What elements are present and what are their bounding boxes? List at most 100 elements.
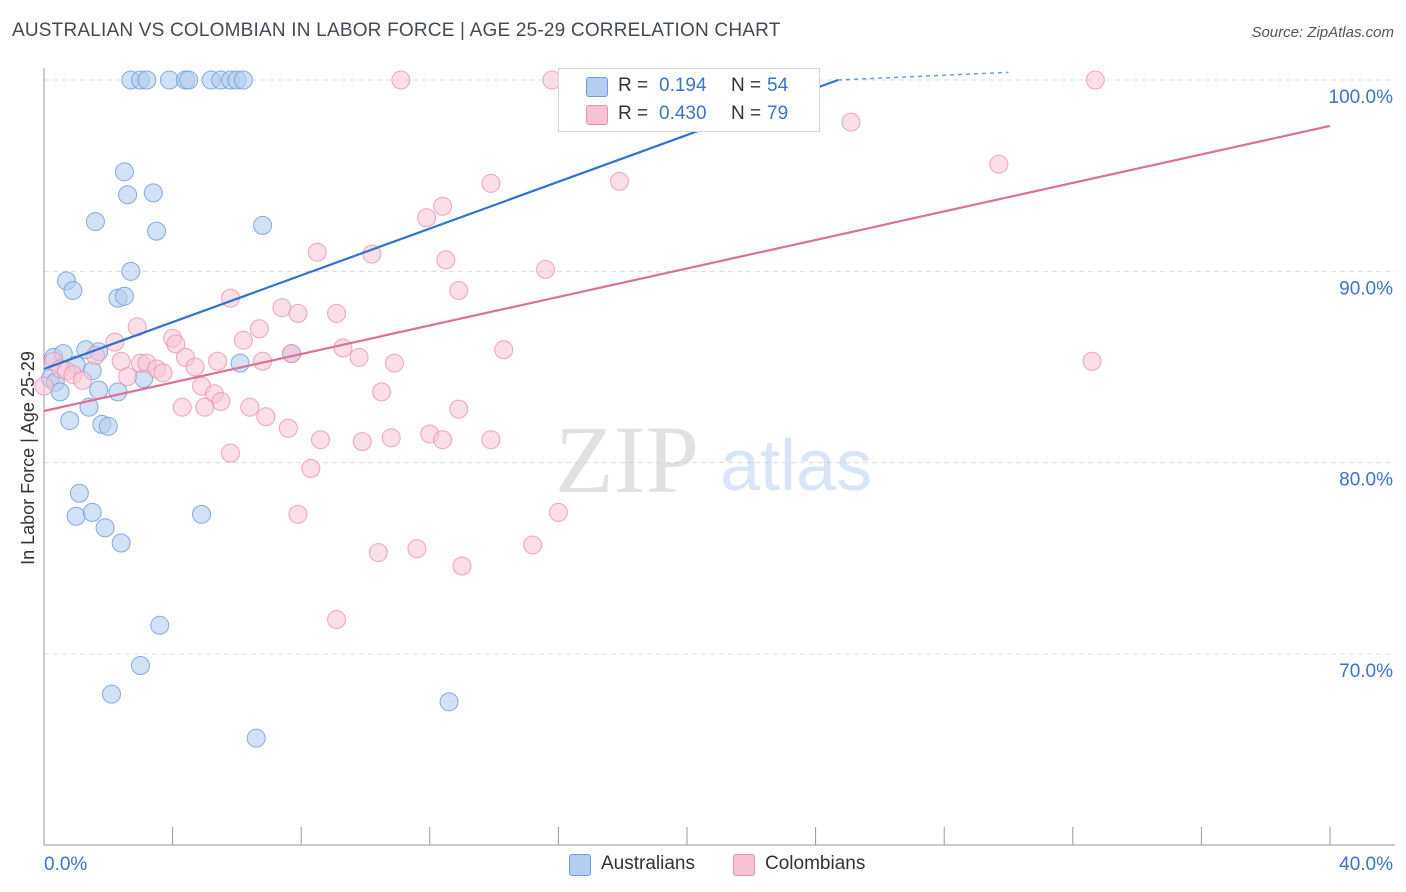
colombians-legend-label: Colombians [765, 853, 866, 874]
colombians-r-value: 0.430 [659, 103, 707, 124]
legend-n-label: N = [731, 75, 762, 96]
watermark-atlas: atlas [720, 426, 872, 506]
australians-point [137, 70, 157, 90]
australians-point [89, 380, 109, 400]
colombians-point [349, 347, 369, 367]
colombians-point [494, 340, 514, 360]
axis-labels: 70.0% 80.0% 90.0% 100.0% 0.0% 40.0% In Labor F… [18, 87, 1393, 875]
colombians-point [153, 363, 173, 383]
australians-point [246, 728, 266, 748]
colombians-n-value: 79 [767, 103, 789, 124]
colombians-point [372, 382, 392, 402]
colombians-swatch [586, 105, 608, 125]
colombians-point [481, 173, 501, 193]
legend-n-label: N = [731, 103, 762, 124]
australians-point [233, 70, 253, 90]
australians-point [130, 655, 150, 675]
australians-point [98, 416, 118, 436]
australians-point [253, 215, 273, 235]
colombians-point [327, 303, 347, 323]
australians-point [69, 483, 89, 503]
source-label: Source: ZipAtlas.com [1251, 24, 1394, 41]
colombians-point [381, 428, 401, 448]
colombians-point [211, 391, 231, 411]
australians-swatch [586, 77, 608, 97]
colombians-point [288, 504, 308, 524]
australians-point [114, 162, 134, 182]
watermark-zip: ZIP [555, 406, 699, 513]
australians-point [60, 411, 80, 431]
colombians-point [272, 298, 292, 318]
colombians-point [452, 556, 472, 576]
australians-point [121, 261, 141, 281]
colombians-point [220, 443, 240, 463]
colombians-point [407, 539, 427, 559]
australians-point [192, 504, 212, 524]
australians-r-value: 0.194 [659, 75, 707, 96]
australians-point [108, 382, 128, 402]
australians-point [85, 212, 105, 232]
colombians-point [436, 250, 456, 270]
colombians-point [73, 370, 93, 390]
y-tick-label: 90.0% [1339, 278, 1393, 299]
australians-point [95, 518, 115, 538]
australians-point [102, 684, 122, 704]
stats-legend: R = 0.194 N = 54 R = 0.430 N = 79 [558, 68, 820, 132]
colombians-point [481, 430, 501, 450]
colombians-point [233, 330, 253, 350]
colombians-point [34, 376, 54, 396]
colombians-point [240, 397, 260, 417]
grid-layer [44, 79, 1395, 655]
y-tick-label: 100.0% [1329, 87, 1394, 108]
australians-point [111, 533, 131, 553]
colombians-point [307, 242, 327, 262]
colombians-point [841, 112, 861, 132]
colombians-legend-swatch [733, 854, 755, 876]
watermark: ZIP atlas [555, 406, 872, 513]
australians-point [179, 70, 199, 90]
legend-r-label: R = [618, 103, 649, 124]
colombians-point [172, 397, 192, 417]
colombians-point [368, 543, 388, 563]
legend-r-label: R = [618, 75, 649, 96]
colombians-trend-line [43, 124, 1331, 413]
colombians-point [301, 458, 321, 478]
colombians-point [327, 610, 347, 630]
australians-point [143, 183, 163, 203]
colombians-point [185, 357, 205, 377]
legend-row-colombians: R = 0.430 N = 79 [559, 100, 819, 130]
series-legend: Australians Colombians [0, 852, 1406, 878]
x-tick-label: 40.0% [1339, 854, 1393, 875]
colombians-point [449, 280, 469, 300]
colombians-point [310, 430, 330, 450]
colombians-point [433, 196, 453, 216]
australians-legend-label: Australians [601, 853, 695, 874]
y-tick-label: 80.0% [1339, 470, 1393, 491]
australians-legend-swatch [569, 854, 591, 876]
colombians-point [166, 334, 186, 354]
colombians-point [449, 399, 469, 419]
colombians-point [362, 244, 382, 264]
colombians-point [208, 351, 228, 371]
australians-point [439, 692, 459, 712]
colombians-point [417, 208, 437, 228]
colombians-point [384, 353, 404, 373]
colombians-point [433, 430, 453, 450]
colombians-point [523, 535, 543, 555]
colombians-point [989, 154, 1009, 174]
australians-point [147, 221, 167, 241]
chart-title: AUSTRALIAN VS COLOMBIAN IN LABOR FORCE |… [12, 20, 781, 41]
colombians-point [256, 407, 276, 427]
australians-point [150, 615, 170, 635]
x-tick-label: 0.0% [44, 854, 87, 875]
colombians-point [118, 367, 138, 387]
australians-point [114, 286, 134, 306]
australians-point [66, 506, 86, 526]
colombians-point [536, 259, 556, 279]
colombians-point [1085, 70, 1105, 90]
colombians-point [288, 303, 308, 323]
colombians-points [34, 70, 1105, 630]
colombians-point [1082, 351, 1102, 371]
legend-row-australians: R = 0.194 N = 54 [559, 72, 819, 102]
